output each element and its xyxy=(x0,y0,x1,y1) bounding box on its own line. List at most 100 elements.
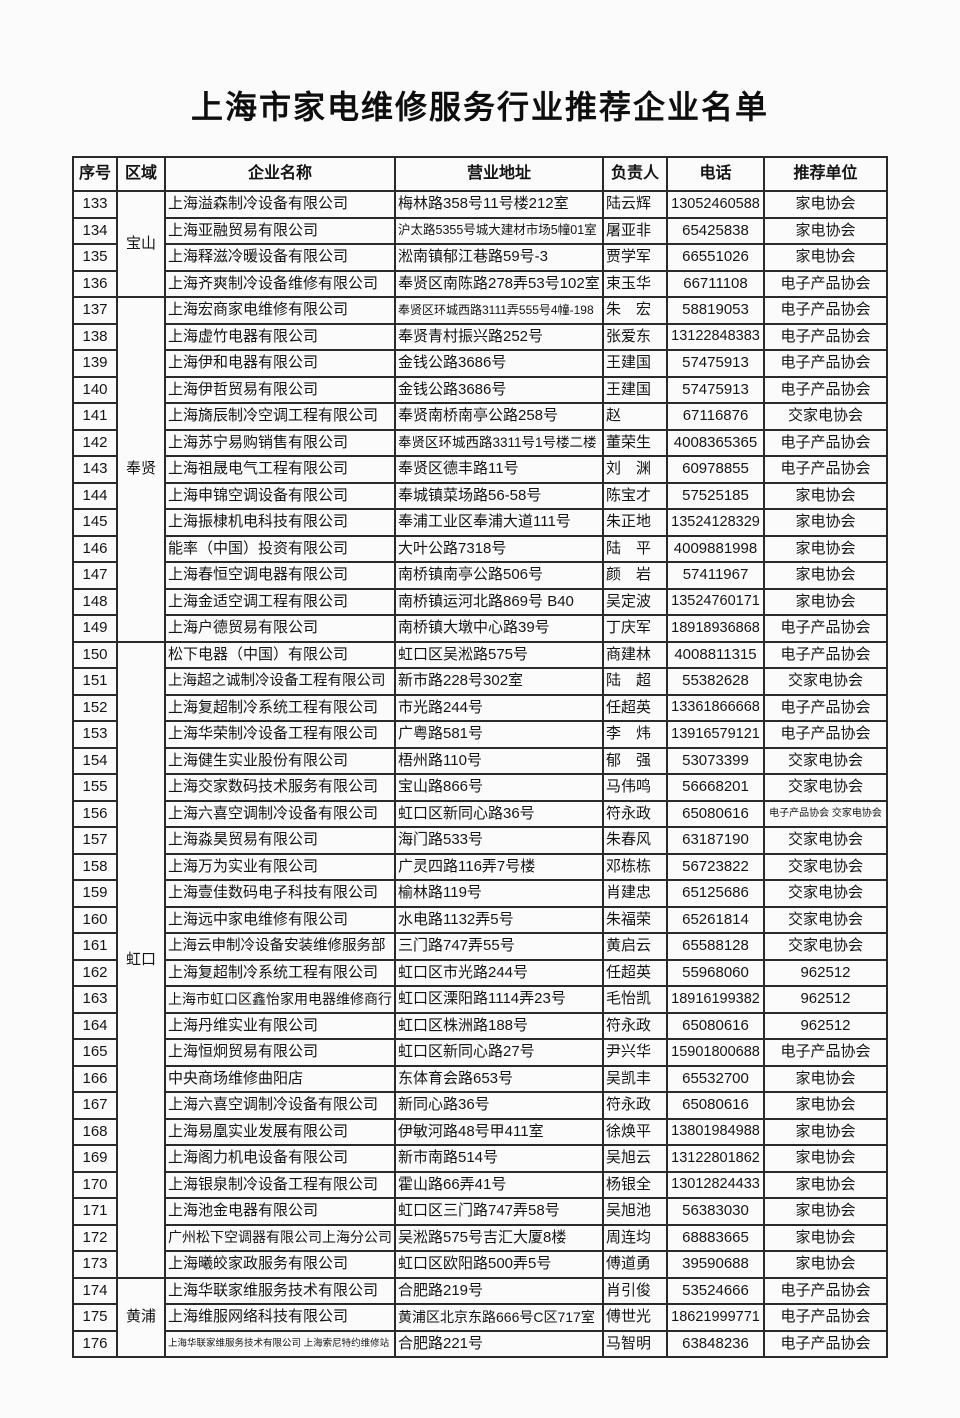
recommend-cell: 家电协会 xyxy=(763,587,888,616)
person-cell: 贾学军 xyxy=(602,243,668,272)
recommend-cell: 962512 xyxy=(763,1011,888,1040)
serial-cell: 140 xyxy=(72,375,118,404)
table-row: 133 宝山 上海溢森制冷设备有限公司 梅林路358号11号楼212室 陆云辉 13052… xyxy=(72,190,888,298)
address-cell: 吴淞路575号吉汇大厦8楼 xyxy=(394,1223,604,1252)
company-name-cell: 上海复超制冷系统工程有限公司 xyxy=(164,958,396,987)
person-cell: 陆 超 xyxy=(602,667,668,696)
phone-cell: 68883665 xyxy=(666,1223,765,1252)
person-cell: 董荣生 xyxy=(602,428,668,457)
phone-cell: 55968060 xyxy=(666,958,765,987)
phone-cell: 4009881998 xyxy=(666,534,765,563)
phone-cell: 53524666 xyxy=(666,1276,765,1305)
company-name-cell: 上海六喜空调制冷设备有限公司 xyxy=(164,799,396,828)
company-name-cell: 上海阁力机电设备有限公司 xyxy=(164,1144,396,1173)
company-name-cell: 上海苏宁易购销售有限公司 xyxy=(164,428,396,457)
person-cell: 杨银全 xyxy=(602,1170,668,1199)
recommend-cell: 家电协会 xyxy=(763,481,888,510)
phone-cell: 57525185 xyxy=(666,481,765,510)
recommend-cell: 电子产品协会 xyxy=(763,269,888,298)
table-row: 136 上海齐爽制冷设备维修有限公司 奉贤区南陈路278弄53号102室 束玉华 667… xyxy=(72,269,888,298)
recommend-cell: 电子产品协会 交家电协会 xyxy=(763,799,888,828)
phone-cell: 66551026 xyxy=(666,243,765,272)
phone-cell: 39590688 xyxy=(666,1250,765,1279)
person-cell: 李 炜 xyxy=(602,720,668,749)
phone-cell: 13122801862 xyxy=(666,1144,765,1173)
address-cell: 梧州路110号 xyxy=(394,746,604,775)
recommend-cell: 家电协会 xyxy=(763,1064,888,1093)
table-row: 165 上海恒炯贸易有限公司 虹口区新同心路27号 尹兴华 15901800688 电子产… xyxy=(72,1038,888,1067)
address-cell: 奉贤区南陈路278弄53号102室 xyxy=(394,269,604,298)
phone-cell: 13524760171 xyxy=(666,587,765,616)
address-cell: 水电路1132弄5号 xyxy=(394,905,604,934)
phone-cell: 18918936868 xyxy=(666,614,765,643)
company-name-cell: 上海市虹口区鑫怡家用电器维修商行 xyxy=(164,985,396,1014)
serial-cell: 145 xyxy=(72,508,118,537)
company-name-cell: 上海壹佳数码电子科技有限公司 xyxy=(164,879,396,908)
recommend-cell: 家电协会 xyxy=(763,534,888,563)
table-row: 156 上海六喜空调制冷设备有限公司 虹口区新同心路36号 符永政 65080616 电子… xyxy=(72,799,888,828)
table-row: 174 黄浦 上海华联家维服务技术有限公司 合肥路219号 肖引俊 53524666 电子产… xyxy=(72,1276,888,1358)
recommend-cell: 交家电协会 xyxy=(763,879,888,908)
header-cell: 序号 xyxy=(72,156,118,192)
recommend-cell: 交家电协会 xyxy=(763,905,888,934)
phone-cell: 65125686 xyxy=(666,879,765,908)
address-cell: 榆林路119号 xyxy=(394,879,604,908)
address-cell: 虹口区新同心路27号 xyxy=(394,1038,604,1067)
phone-cell: 56668201 xyxy=(666,773,765,802)
company-name-cell: 上海华联家维服务技术有限公司 xyxy=(164,1276,396,1305)
table-row: 166 中央商场维修曲阳店 东体育会路653号 吴凯丰 65532700 家电协会 xyxy=(72,1064,888,1093)
serial-cell: 158 xyxy=(72,852,118,881)
address-cell: 虹口区株洲路188号 xyxy=(394,1011,604,1040)
person-cell: 束玉华 xyxy=(602,269,668,298)
recommend-cell: 电子产品协会 xyxy=(763,720,888,749)
company-name-cell: 上海亚融贸易有限公司 xyxy=(164,216,396,245)
person-cell: 刘 渊 xyxy=(602,455,668,484)
company-name-cell: 上海虚竹电器有限公司 xyxy=(164,322,396,351)
company-name-cell: 上海伊哲贸易有限公司 xyxy=(164,375,396,404)
address-cell: 南桥镇南亭公路506号 xyxy=(394,561,604,590)
company-name-cell: 广州松下空调器有限公司上海分公司 xyxy=(164,1223,396,1252)
serial-cell: 168 xyxy=(72,1117,118,1146)
table-body: 133 宝山 上海溢森制冷设备有限公司 梅林路358号11号楼212室 陆云辉 13052… xyxy=(72,190,888,1358)
table-row: 151 上海超之诚制冷设备工程有限公司 新市路228号302室陆 超 55382628… xyxy=(72,667,888,696)
recommend-cell: 电子产品协会 xyxy=(763,322,888,351)
company-name-cell: 上海伊和电器有限公司 xyxy=(164,349,396,378)
table-row: 153 上海华荣制冷设备工程有限公司 广粤路581号李 炜 13916579121 电子… xyxy=(72,720,888,749)
table-row: 141 上海旖辰制冷空调工程有限公司 奉贤南桥南亭公路258号赵 67116876 交家… xyxy=(72,402,888,431)
company-name-cell: 上海曦皎家政服务有限公司 xyxy=(164,1250,396,1279)
address-cell: 奉贤青村振兴路252号 xyxy=(394,322,604,351)
recommend-cell: 电子产品协会 xyxy=(763,1329,888,1358)
phone-cell: 18916199382 xyxy=(666,985,765,1014)
header-cell: 推荐单位 xyxy=(763,156,888,192)
phone-cell: 57475913 xyxy=(666,349,765,378)
address-cell: 市光路244号 xyxy=(394,693,604,722)
serial-cell: 135 xyxy=(72,243,118,272)
phone-cell: 56723822 xyxy=(666,852,765,881)
address-cell: 三门路747弄55号 xyxy=(394,932,604,961)
table-row: 159 上海壹佳数码电子科技有限公司 榆林路119号 肖建忠 65125686 交家电协会 xyxy=(72,879,888,908)
person-cell: 肖引俊 xyxy=(602,1276,668,1305)
recommend-cell: 交家电协会 xyxy=(763,773,888,802)
address-cell: 金钱公路3686号 xyxy=(394,375,604,404)
table-row: 160 上海远中家电维修有限公司 水电路1132弄5号 朱福荣 65261814 交家电协… xyxy=(72,905,888,934)
address-cell: 梅林路358号11号楼212室 xyxy=(394,190,604,219)
person-cell: 吴旭云 xyxy=(602,1144,668,1173)
phone-cell: 63848236 xyxy=(666,1329,765,1358)
serial-cell: 154 xyxy=(72,746,118,775)
serial-cell: 176 xyxy=(72,1329,118,1358)
address-cell: 广灵四路116弄7号楼 xyxy=(394,852,604,881)
company-name-cell: 上海旖辰制冷空调工程有限公司 xyxy=(164,402,396,431)
phone-cell: 57411967 xyxy=(666,561,765,590)
serial-cell: 144 xyxy=(72,481,118,510)
serial-cell: 175 xyxy=(72,1303,118,1332)
person-cell: 吴定波 xyxy=(602,587,668,616)
address-cell: 伊敏河路48号甲411室 xyxy=(394,1117,604,1146)
address-cell: 奉贤南桥南亭公路258号 xyxy=(394,402,604,431)
recommend-cell: 交家电协会 xyxy=(763,746,888,775)
recommend-cell: 电子产品协会 xyxy=(763,693,888,722)
company-name-cell: 上海户德贸易有限公司 xyxy=(164,614,396,643)
recommend-cell: 962512 xyxy=(763,958,888,987)
table-row: 173 上海曦皎家政服务有限公司 虹口区欧阳路500弄5号 傅道勇 39590688 家电… xyxy=(72,1250,888,1279)
company-name-cell: 上海池金电器有限公司 xyxy=(164,1197,396,1226)
person-cell: 朱正地 xyxy=(602,508,668,537)
